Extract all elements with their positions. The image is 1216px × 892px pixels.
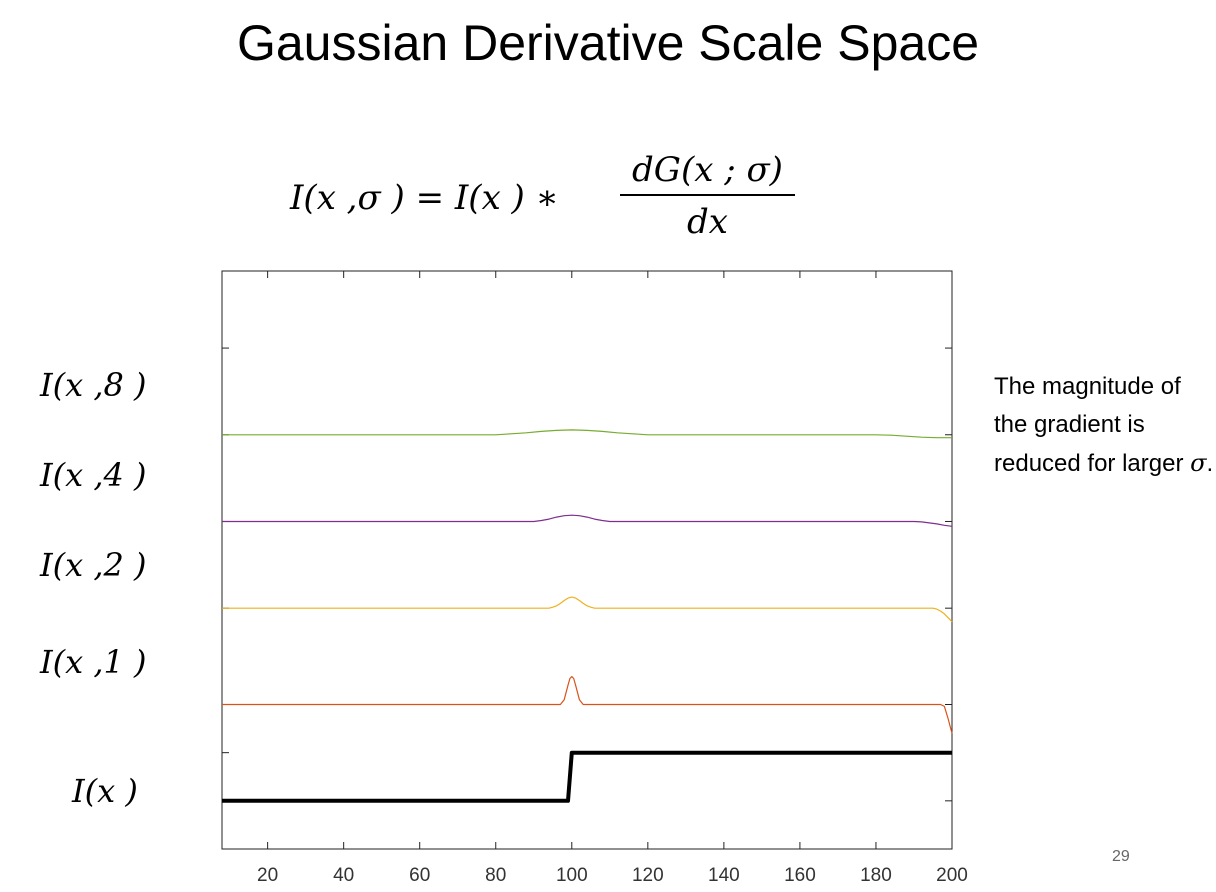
plot-frame (221, 270, 953, 850)
equation-numerator: dG(x ; σ) (632, 150, 783, 190)
x-ticks: 20 40 60 80 100 120 140 160 180 200 (222, 271, 968, 886)
x-tick-label: 40 (333, 865, 354, 886)
equation-denominator: dx (687, 202, 728, 242)
equation-lhs: I(x ,σ ) = I(x ) ∗ (290, 178, 559, 218)
series-line-input-step (222, 750, 952, 803)
page-number: 29 (1112, 848, 1130, 865)
series-lines (222, 429, 953, 803)
row-label-sigma-4: I(x ,4 ) (40, 456, 147, 494)
x-tick-label: 100 (556, 865, 588, 886)
side-note-text: The magnitude of the gradient is reduced… (994, 373, 1184, 477)
x-tick-label: 120 (632, 865, 664, 886)
x-tick-label: 160 (784, 865, 816, 886)
row-label-input: I(x ) (72, 772, 138, 810)
x-tick-label: 200 (936, 865, 968, 886)
x-tick-label: 20 (257, 865, 278, 886)
row-label-sigma-8: I(x ,8 ) (40, 366, 147, 404)
fraction-bar (620, 194, 795, 196)
slide-title: Gaussian Derivative Scale Space (236, 15, 980, 71)
series-line-sigma-1 (222, 675, 953, 734)
sigma-symbol: σ (1190, 449, 1207, 477)
x-tick-label: 60 (409, 865, 430, 886)
series-line-sigma-8 (222, 429, 952, 439)
series-line-sigma-4 (222, 514, 953, 527)
x-tick-label: 140 (708, 865, 740, 886)
series-line-sigma-2 (222, 596, 953, 623)
x-tick-label: 180 (860, 865, 892, 886)
side-note: The magnitude of the gradient is reduced… (994, 368, 1216, 483)
x-tick-label: 80 (485, 865, 506, 886)
equation-fraction: dG(x ; σ) dx (620, 150, 795, 242)
side-note-end: . (1206, 450, 1214, 477)
row-label-sigma-1: I(x ,1 ) (40, 643, 147, 681)
row-label-sigma-2: I(x ,2 ) (40, 546, 147, 584)
